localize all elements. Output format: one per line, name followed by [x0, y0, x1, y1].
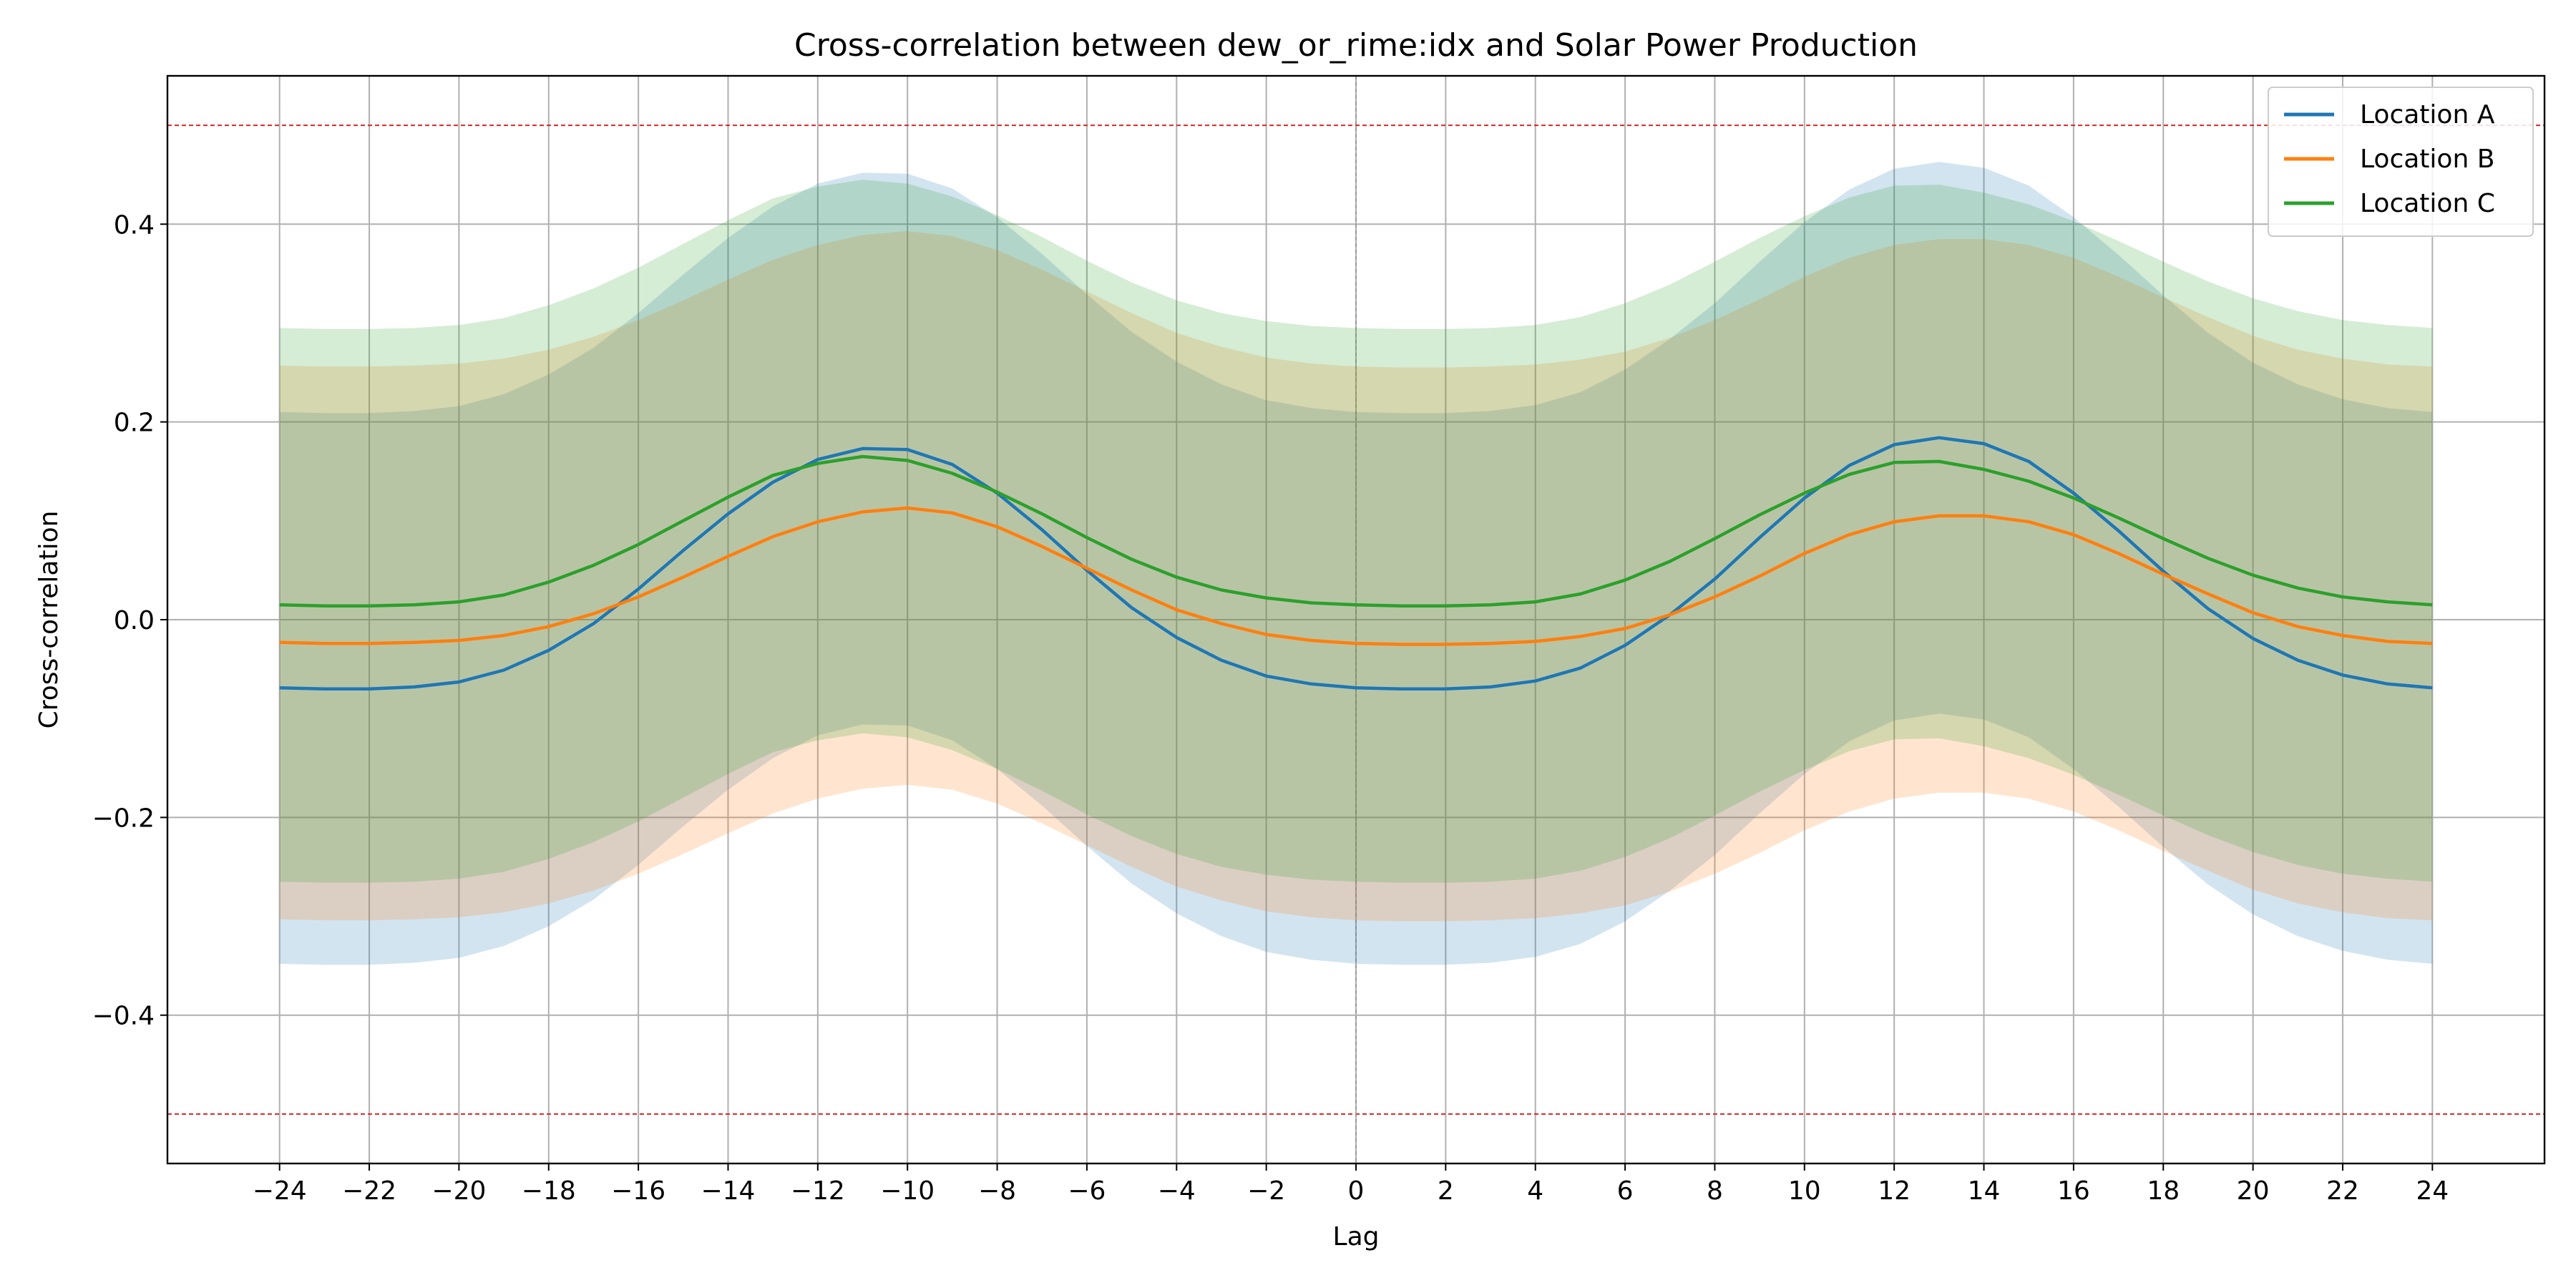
- x-tick-label: 8: [1707, 1176, 1723, 1206]
- legend-label-1: Location A: [2360, 100, 2495, 130]
- x-tick-label: 16: [2057, 1176, 2090, 1206]
- x-tick-label: −16: [611, 1176, 665, 1206]
- confidence-band-1: [279, 162, 2433, 965]
- x-tick-label: 6: [1617, 1176, 1634, 1206]
- series-line-2: [279, 506, 2433, 646]
- legend-box: [2268, 87, 2534, 237]
- x-tick-label: 20: [2237, 1176, 2270, 1206]
- legend-label-2: Location B: [2360, 145, 2494, 174]
- series-line-1: [279, 436, 2433, 691]
- x-tick-label: 2: [1438, 1176, 1454, 1206]
- x-tick-label: −22: [342, 1176, 396, 1206]
- x-tick-label: 12: [1878, 1176, 1911, 1206]
- x-tick-label: −10: [880, 1176, 935, 1206]
- x-tick-label: 4: [1527, 1176, 1543, 1206]
- y-tick-label: −0.4: [92, 1002, 155, 1031]
- x-tick-label: −4: [1158, 1176, 1196, 1206]
- x-axis-ticks: −24 −22 −20 −18 −16 −14 −12 −10 −8 −6 −4 −2 0 2 4 6 8 10 1…: [253, 1163, 2449, 1206]
- x-tick-label: −2: [1247, 1176, 1285, 1206]
- x-tick-label: 10: [1788, 1176, 1821, 1206]
- confidence-band-2: [279, 230, 2433, 922]
- legend-label-3: Location C: [2360, 189, 2495, 218]
- x-tick-label: −8: [978, 1176, 1016, 1206]
- series-lines: [279, 436, 2433, 691]
- confidence-band-3: [279, 180, 2433, 883]
- x-tick-label: −12: [791, 1176, 845, 1206]
- x-tick-label: −20: [431, 1176, 486, 1206]
- y-tick-label: 0.2: [114, 409, 155, 438]
- y-tick-label: −0.2: [92, 804, 155, 833]
- confidence-bands: [279, 162, 2433, 965]
- chart-title: Cross-correlation between dew_or_rime:id…: [794, 27, 1918, 64]
- y-tick-label: 0.0: [114, 606, 155, 635]
- x-tick-label: 18: [2147, 1176, 2180, 1206]
- x-tick-label: 14: [1968, 1176, 2001, 1206]
- reference-lines: [167, 76, 2545, 1163]
- x-tick-label: −14: [701, 1176, 755, 1206]
- x-axis-label: Lag: [1333, 1222, 1380, 1252]
- y-axis-label: Cross-correlation: [34, 511, 64, 729]
- x-tick-label: 0: [1348, 1176, 1365, 1206]
- legend: Location A Location B Location C: [2268, 87, 2534, 237]
- x-tick-label: −18: [522, 1176, 576, 1206]
- x-tick-label: −24: [253, 1176, 307, 1206]
- series-line-3: [279, 454, 2433, 608]
- x-tick-label: 24: [2416, 1176, 2449, 1206]
- y-axis-ticks: −0.4 −0.2 0.0 0.2 0.4: [92, 210, 167, 1031]
- x-tick-label: 22: [2326, 1176, 2359, 1206]
- x-tick-label: −6: [1068, 1176, 1106, 1206]
- y-tick-label: 0.4: [114, 210, 155, 240]
